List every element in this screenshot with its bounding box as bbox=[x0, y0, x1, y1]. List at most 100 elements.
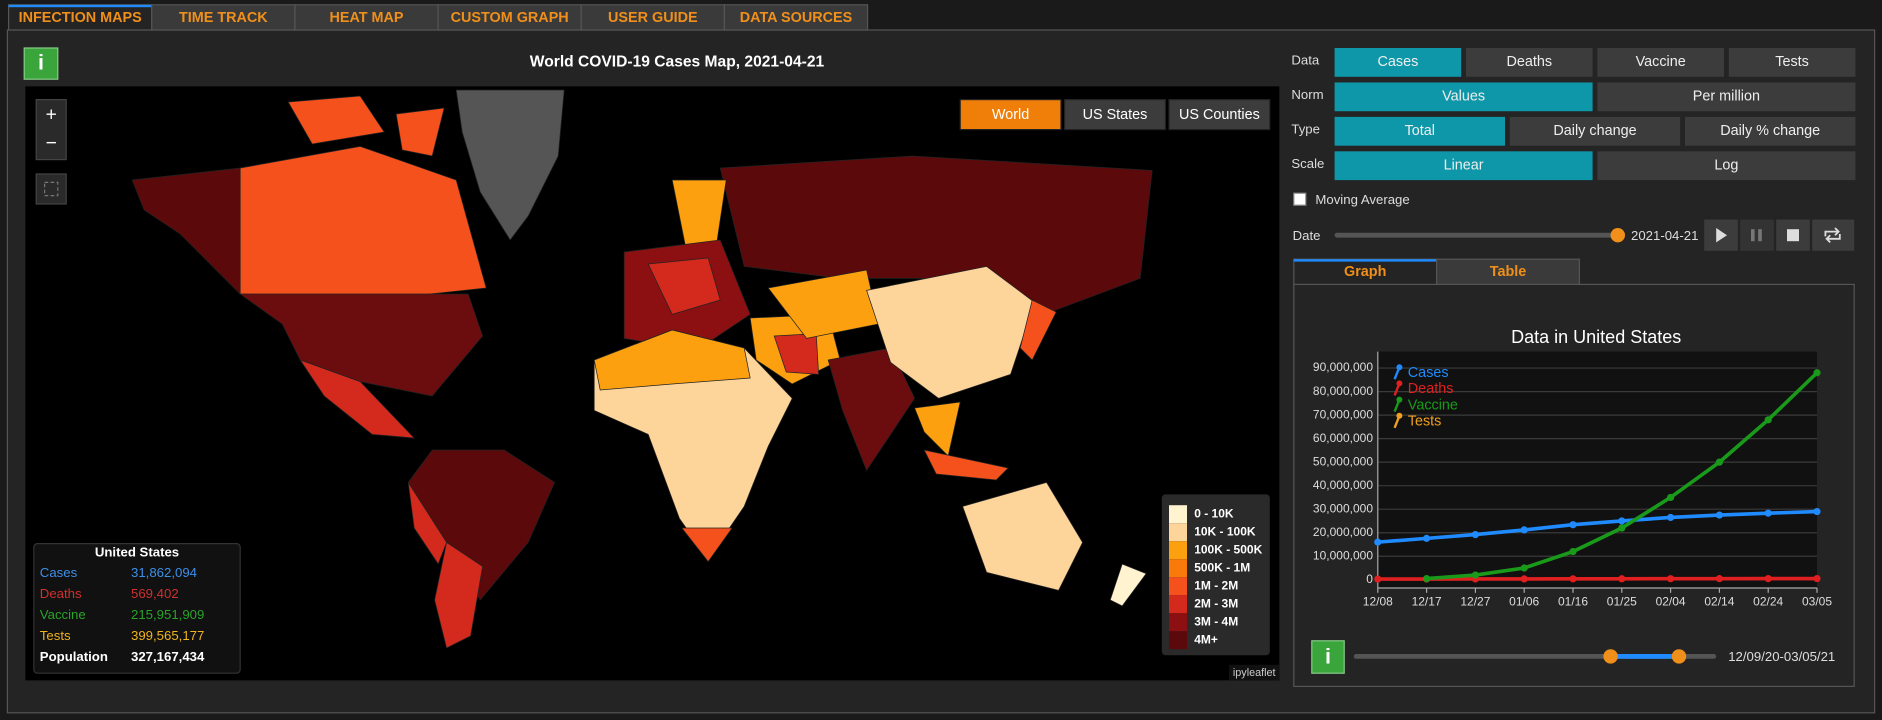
info-title: United States bbox=[95, 545, 179, 560]
y-tick-label: 40,000,000 bbox=[1313, 478, 1373, 492]
data-point bbox=[1813, 574, 1821, 583]
toggle-button[interactable] bbox=[1466, 48, 1593, 77]
region-button[interactable] bbox=[1064, 99, 1166, 131]
data-point bbox=[1764, 416, 1772, 424]
tab[interactable] bbox=[151, 4, 296, 31]
info-icon: i bbox=[1325, 643, 1331, 668]
moving-average-label: Moving Average bbox=[1315, 192, 1409, 207]
x-tick-label: 01/25 bbox=[1607, 595, 1637, 609]
toggle-button[interactable] bbox=[1334, 151, 1593, 181]
info-button[interactable] bbox=[23, 47, 59, 80]
legend-swatch bbox=[1169, 559, 1187, 578]
data-point bbox=[1715, 575, 1723, 583]
control-label: Scale bbox=[1291, 156, 1324, 171]
legend-label: 500K - 1M bbox=[1194, 560, 1250, 574]
tab-highlight bbox=[8, 4, 152, 8]
region-label: US States bbox=[1083, 107, 1148, 123]
range-handle[interactable] bbox=[1603, 649, 1618, 664]
legend-dot bbox=[1396, 412, 1403, 419]
loop-icon bbox=[1824, 227, 1841, 244]
toggle-label: Cases bbox=[1378, 54, 1419, 70]
data-point bbox=[1374, 538, 1382, 546]
zoom-control[interactable] bbox=[35, 99, 67, 161]
region-button[interactable] bbox=[1168, 99, 1271, 131]
toggle-button[interactable] bbox=[1728, 48, 1856, 77]
info-label: Vaccine bbox=[40, 607, 86, 622]
data-point bbox=[1618, 575, 1626, 583]
zoom-out[interactable]: − bbox=[46, 133, 57, 154]
range-handle[interactable] bbox=[1671, 649, 1687, 664]
tab[interactable] bbox=[437, 4, 582, 31]
toggle-button[interactable] bbox=[1334, 82, 1593, 112]
toggle-button[interactable] bbox=[1334, 116, 1505, 146]
info-value: 327,167,434 bbox=[131, 649, 205, 664]
data-point bbox=[1813, 507, 1821, 516]
map-title: World COVID-19 Cases Map, 2021-04-21 bbox=[530, 54, 825, 71]
toggle-label: Values bbox=[1442, 89, 1485, 105]
data-point bbox=[1618, 517, 1626, 525]
info-label: Tests bbox=[40, 628, 71, 643]
tab[interactable] bbox=[294, 4, 439, 31]
toggle-button[interactable] bbox=[1685, 116, 1856, 146]
toggle-button[interactable] bbox=[1334, 48, 1462, 77]
panel-tab-label: Graph bbox=[1344, 264, 1386, 280]
legend-swatch bbox=[1169, 523, 1187, 542]
info-label: Deaths bbox=[40, 586, 82, 601]
pause-button[interactable] bbox=[1740, 219, 1774, 251]
data-point bbox=[1667, 575, 1675, 583]
fullscreen-icon bbox=[43, 181, 59, 197]
tab[interactable] bbox=[723, 4, 869, 31]
info-label: Cases bbox=[40, 565, 78, 580]
toggle-label: Daily % change bbox=[1720, 123, 1820, 139]
info-value: 31,862,094 bbox=[131, 565, 197, 580]
date-handle[interactable] bbox=[1610, 228, 1625, 243]
info-value: 569,402 bbox=[131, 586, 179, 601]
checkbox[interactable] bbox=[1293, 192, 1307, 206]
play-icon bbox=[1716, 228, 1727, 243]
data-point bbox=[1374, 575, 1382, 583]
y-tick-label: 70,000,000 bbox=[1313, 407, 1373, 421]
legend-swatch bbox=[1169, 595, 1187, 614]
panel-tab[interactable] bbox=[1436, 258, 1580, 285]
x-tick-label: 12/27 bbox=[1460, 595, 1490, 609]
zoom-in[interactable]: + bbox=[46, 104, 57, 125]
region-label: World bbox=[992, 107, 1029, 123]
x-tick-label: 03/05 bbox=[1802, 595, 1832, 609]
y-tick-label: 10,000,000 bbox=[1313, 548, 1373, 562]
legend-dot bbox=[1396, 396, 1403, 403]
attribution-bg bbox=[1229, 664, 1280, 681]
map-shapes bbox=[131, 89, 1153, 649]
data-point bbox=[1569, 521, 1577, 529]
y-tick-label: 0 bbox=[1366, 572, 1373, 586]
tab-label: USER GUIDE bbox=[608, 10, 698, 26]
date-label: Date bbox=[1293, 228, 1321, 243]
legend-label: 4M+ bbox=[1194, 632, 1218, 646]
fullscreen-button[interactable] bbox=[35, 173, 67, 205]
range-label: 12/09/20-03/05/21 bbox=[1728, 649, 1835, 664]
toggle-button[interactable] bbox=[1597, 82, 1856, 112]
date-slider[interactable] bbox=[1334, 232, 1621, 238]
data-point bbox=[1667, 513, 1675, 522]
toggle-label: Deaths bbox=[1506, 54, 1552, 70]
toggle-button[interactable] bbox=[1597, 48, 1724, 77]
stop-icon bbox=[1787, 229, 1799, 242]
toggle-button[interactable] bbox=[1597, 151, 1856, 181]
x-tick-label: 02/04 bbox=[1656, 595, 1686, 609]
toggle-label: Linear bbox=[1444, 158, 1484, 174]
y-tick-label: 90,000,000 bbox=[1313, 360, 1373, 374]
data-point bbox=[1520, 575, 1528, 583]
data-point bbox=[1764, 509, 1772, 517]
legend-swatch bbox=[1169, 541, 1187, 560]
info-icon: i bbox=[38, 49, 44, 74]
loop-button[interactable] bbox=[1812, 219, 1855, 251]
panel-tab-label: Table bbox=[1490, 264, 1527, 280]
toggle-button[interactable] bbox=[1509, 116, 1681, 146]
tab-label: HEAT MAP bbox=[329, 10, 403, 26]
legend-swatch bbox=[1169, 613, 1187, 632]
info-button[interactable] bbox=[1311, 640, 1345, 674]
control-label: Data bbox=[1291, 53, 1320, 68]
toggle-label: Tests bbox=[1775, 54, 1809, 70]
legend-label: Vaccine bbox=[1408, 397, 1458, 413]
region-button[interactable] bbox=[959, 99, 1062, 131]
map-legend bbox=[1161, 494, 1270, 656]
